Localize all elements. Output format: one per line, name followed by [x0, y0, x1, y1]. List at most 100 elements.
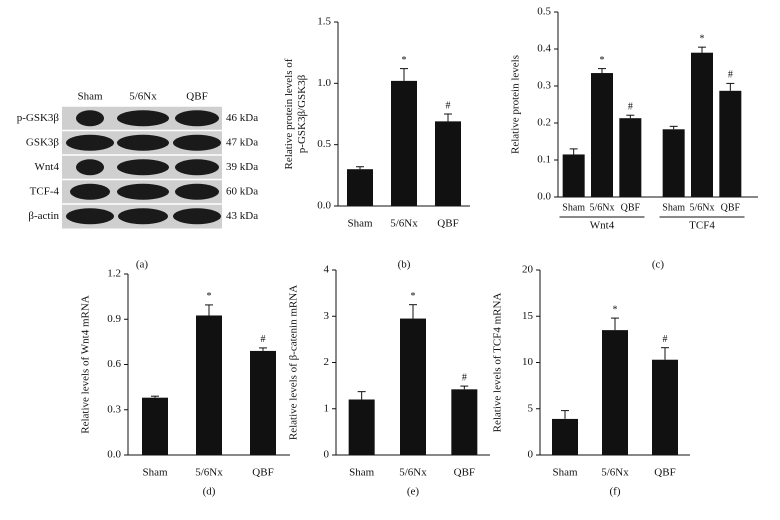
bar [451, 389, 478, 455]
bar [662, 129, 685, 197]
blot-band [117, 183, 169, 200]
y-tick-label: 0.1 [537, 154, 551, 166]
bar [348, 399, 375, 455]
row-label: β-actin [28, 210, 59, 222]
y-tick-label: 0.6 [107, 358, 121, 370]
y-tick-label: 1.2 [107, 268, 121, 280]
y-tick-label: 1.5 [317, 16, 331, 28]
x-tick-label: QBF [454, 467, 475, 479]
panel-label: (f) [610, 486, 621, 498]
x-tick-label: 5/6Nx [590, 202, 615, 213]
row-label: p-GSK3β [17, 112, 60, 124]
annotation: # [728, 70, 733, 81]
x-tick-label: Sham [552, 467, 578, 479]
x-tick-label: 5/6Nx [601, 467, 629, 479]
bar [602, 330, 628, 455]
lane-label: 5/6Nx [129, 91, 157, 103]
bar [196, 315, 222, 455]
x-tick-label: Sham [562, 202, 585, 213]
blot-band [175, 183, 219, 200]
y-axis-label: Relative protein levels [510, 55, 522, 154]
x-tick-label: QBF [437, 218, 458, 230]
y-tick-label: 0.9 [107, 313, 121, 325]
y-tick-label: 15 [522, 310, 534, 322]
annotation: * [207, 291, 212, 302]
blot-band [117, 110, 169, 127]
annotation: * [600, 55, 605, 66]
panel-label: (d) [203, 486, 216, 498]
row-label: GSK3β [26, 136, 60, 148]
blot-band [117, 134, 169, 151]
bar [250, 350, 276, 455]
y-tick-label: 0 [528, 449, 534, 461]
y-axis-label: Relative levels of Wnt4 mRNA [80, 295, 92, 434]
x-tick-label: 5/6Nx [390, 218, 418, 230]
blot-band [173, 134, 221, 151]
y-axis-label: Relative protein levels of [283, 58, 295, 169]
annotation: * [613, 304, 618, 315]
y-tick-label: 2 [324, 356, 330, 368]
blot-band [173, 208, 221, 225]
y-tick-label: 10 [522, 356, 534, 368]
bar [562, 154, 585, 197]
annotation: # [663, 334, 668, 345]
bar [347, 169, 373, 206]
y-tick-label: 1.0 [317, 77, 331, 89]
bar [591, 73, 613, 197]
annotation: # [628, 102, 633, 113]
x-tick-label: Sham [347, 218, 373, 230]
row-label: TCF-4 [30, 185, 60, 197]
y-tick-label: 5 [528, 402, 534, 414]
annotation: * [402, 55, 407, 66]
y-tick-label: 0.0 [317, 200, 331, 212]
x-tick-label: 5/6Nx [690, 202, 715, 213]
y-tick-label: 20 [522, 264, 534, 276]
bar [142, 397, 168, 455]
bar [652, 359, 678, 455]
blot-band [175, 110, 219, 127]
panel-label: (b) [398, 259, 411, 271]
blot-band [66, 208, 114, 225]
panel-label: (a) [136, 259, 149, 271]
y-tick-label: 3 [324, 310, 330, 322]
x-tick-label: Sham [349, 467, 375, 479]
y-tick-label: 4 [324, 264, 330, 276]
x-tick-label: 5/6Nx [195, 467, 223, 479]
bar [391, 80, 417, 206]
bar [691, 52, 713, 198]
annotation: # [462, 372, 467, 383]
y-tick-label: 0.3 [537, 80, 551, 92]
y-tick-label: 0.3 [107, 403, 121, 415]
y-axis-label: Relative levels of TCF4 mRNA [492, 293, 504, 433]
kda-label: 43 kDa [226, 210, 258, 222]
group-label: TCF4 [689, 220, 715, 232]
lane-label: QBF [186, 91, 207, 103]
blot-band [76, 110, 104, 127]
annotation: * [700, 33, 705, 44]
x-tick-label: Sham [142, 467, 168, 479]
bar [435, 121, 461, 206]
kda-label: 46 kDa [226, 112, 258, 124]
y-tick-label: 0.4 [537, 43, 551, 55]
blot-band [76, 159, 104, 176]
blot-band [175, 159, 219, 176]
annotation: # [446, 100, 451, 111]
bar [552, 418, 578, 455]
bar [719, 90, 742, 197]
x-tick-label: QBF [621, 202, 641, 213]
panel-label: (c) [652, 259, 665, 271]
annotation: * [411, 291, 416, 302]
y-axis-label: p-GSK3β/GSK3β [296, 74, 308, 153]
y-tick-label: 0.5 [317, 138, 331, 150]
y-tick-label: 0.0 [107, 449, 121, 461]
y-tick-label: 0.2 [537, 117, 551, 129]
blot-band [70, 183, 110, 200]
blot-band [118, 208, 168, 225]
y-tick-label: 0.0 [537, 191, 551, 203]
blot-band [117, 159, 169, 176]
x-tick-label: Sham [662, 202, 685, 213]
y-axis-label: Relative levels of β-catenin mRNA [288, 285, 300, 440]
annotation: # [261, 334, 266, 345]
